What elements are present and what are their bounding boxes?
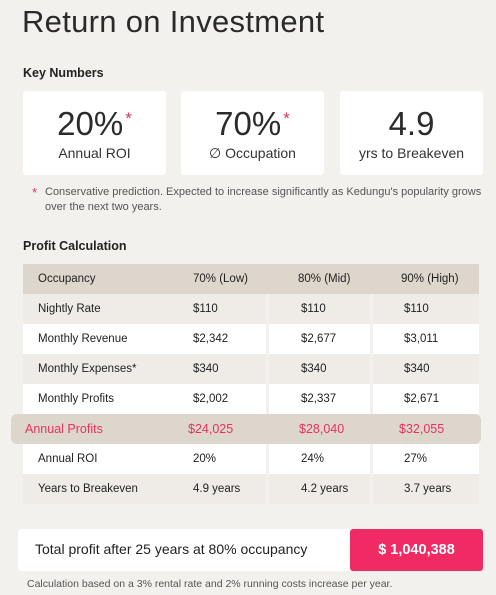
table-cell: $340 [370, 354, 479, 384]
table-cell: $2,671 [370, 384, 479, 414]
card-value: 20% * [23, 105, 166, 143]
table-cell: 3.7 years [370, 474, 479, 504]
table-cell: $110 [188, 294, 266, 324]
table-row: Annual ROI 20% 24% 27% [23, 444, 479, 474]
table-cell: $2,677 [266, 324, 370, 354]
total-profit-value: $ 1,040,388 [350, 529, 483, 571]
table-row: Monthly Revenue $2,342 $2,677 $3,011 [23, 324, 479, 354]
card-value-text: 20% [57, 105, 124, 142]
card-occupation: 70% * ∅ Occupation [181, 91, 324, 175]
annual-profits-row: Annual Profits $24,025 $28,040 $32,055 [11, 414, 481, 444]
table-cell: $2,342 [188, 324, 266, 354]
table-cell: 27% [370, 444, 479, 474]
table-cell: 4.2 years [266, 474, 370, 504]
table-row: Monthly Expenses* $340 $340 $340 [23, 354, 479, 384]
header-cell: 70% (Low) [193, 273, 248, 285]
profit-table: Occupancy 70% (Low) 80% (Mid) 90% (High)… [11, 264, 481, 504]
table-cell: 20% [188, 444, 266, 474]
table-cell: $32,055 [399, 422, 445, 436]
table-row: Monthly Profits $2,002 $2,337 $2,671 [23, 384, 479, 414]
row-label: Nightly Rate [23, 294, 188, 324]
highlight-band [11, 414, 481, 444]
asterisk-marker: * [283, 109, 290, 128]
row-label: Monthly Revenue [23, 324, 188, 354]
key-numbers-heading: Key Numbers [23, 66, 104, 80]
table-cell: $340 [188, 354, 266, 384]
table-cell: $24,025 [188, 422, 234, 436]
total-profit-label: Total profit after 25 years at 80% occup… [35, 541, 308, 557]
card-annual-roi: 20% * Annual ROI [23, 91, 166, 175]
header-cell: Occupancy [38, 273, 96, 285]
profit-calculation-heading: Profit Calculation [23, 239, 127, 253]
table-cell: 4.9 years [188, 474, 266, 504]
card-label: ∅ Occupation [209, 145, 296, 161]
card-value-text: 4.9 [388, 105, 435, 142]
card-label: Annual ROI [58, 145, 131, 161]
total-profit-box: Total profit after 25 years at 80% occup… [18, 529, 483, 571]
table-cell: $110 [370, 294, 479, 324]
table-cell: $28,040 [299, 422, 345, 436]
table-cell: $2,002 [188, 384, 266, 414]
table-row: Nightly Rate $110 $110 $110 [23, 294, 479, 324]
card-value-text: 70% [215, 105, 282, 142]
asterisk-marker: * [125, 109, 132, 128]
card-value: 70% * [181, 105, 324, 143]
card-value: 4.9 [340, 105, 483, 143]
page-title: Return on Investment [22, 4, 325, 39]
card-breakeven: 4.9 yrs to Breakeven [340, 91, 483, 175]
prediction-note: * Conservative prediction. Expected to i… [32, 185, 482, 215]
header-cell: 80% (Mid) [298, 273, 351, 285]
header-cell: 90% (High) [401, 273, 459, 285]
card-label: yrs to Breakeven [358, 145, 465, 161]
table-cell: $3,011 [370, 324, 479, 354]
calculation-footnote: Calculation based on a 3% rental rate an… [27, 578, 393, 590]
row-label: Years to Breakeven [23, 474, 188, 504]
prediction-note-text: Conservative prediction. Expected to inc… [45, 186, 482, 213]
table-header-row: Occupancy 70% (Low) 80% (Mid) 90% (High) [23, 264, 479, 294]
table-cell: $2,337 [266, 384, 370, 414]
asterisk-marker: * [32, 185, 38, 200]
table-row: Years to Breakeven 4.9 years 4.2 years 3… [23, 474, 479, 504]
row-label: Monthly Profits [23, 384, 188, 414]
table-cell: $340 [266, 354, 370, 384]
table-cell: $110 [266, 294, 370, 324]
row-label: Monthly Expenses* [23, 354, 188, 384]
key-numbers-cards: 20% * Annual ROI 70% * ∅ Occupation 4.9 yr… [23, 91, 483, 175]
row-label: Annual Profits [25, 422, 103, 436]
row-label: Annual ROI [23, 444, 188, 474]
table-cell: 24% [266, 444, 370, 474]
